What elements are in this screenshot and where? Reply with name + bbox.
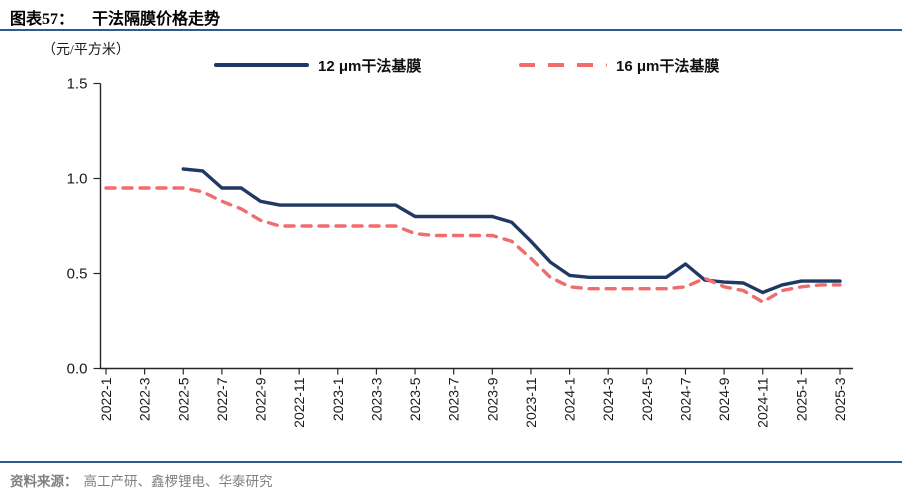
legend-item-12um: 12 μm干法基膜	[214, 54, 421, 76]
x-tick-label: 2024-3	[600, 377, 616, 421]
x-tick-label: 2024-7	[677, 377, 693, 421]
source-label: 资料来源：	[10, 474, 78, 489]
source-text: 高工产研、鑫椤锂电、华泰研究	[83, 474, 273, 489]
legend-swatch-dashed-line	[519, 63, 607, 67]
y-tick-label: 1.0	[67, 171, 88, 188]
x-tick-label: 2023-9	[484, 377, 500, 421]
x-tick-label: 2024-5	[639, 377, 655, 421]
x-tick-label: 2023-3	[368, 377, 384, 421]
figure-title: 图表57： 干法隔膜价格走势	[10, 5, 220, 29]
x-tick-label: 2022-5	[175, 377, 191, 421]
x-tick-label: 2023-7	[446, 377, 462, 421]
x-tick-label: 2024-9	[716, 377, 732, 421]
chart-legend: 12 μm干法基膜 16 μm干法基膜	[0, 54, 902, 76]
y-axis-unit-label: （元/平方米）	[42, 43, 130, 58]
y-tick-label: 0.0	[67, 361, 88, 378]
series-line-16um	[104, 186, 842, 304]
x-tick-label: 2022-1	[98, 377, 114, 421]
x-tick-label: 2024-1	[562, 377, 578, 421]
legend-swatch-solid-line	[214, 63, 309, 67]
legend-label-16um: 16 μm干法基膜	[616, 57, 720, 75]
source-note: 资料来源： 高工产研、鑫椤锂电、华泰研究	[10, 470, 273, 490]
title-divider	[0, 29, 902, 31]
x-tick-label: 2025-3	[832, 377, 848, 421]
figure-number: 图表57：	[10, 11, 75, 28]
x-tick-label: 2023-11	[523, 377, 539, 428]
legend-label-12um: 12 μm干法基膜	[318, 57, 422, 75]
x-tick-label: 2022-7	[214, 377, 230, 421]
series-line-12um	[181, 167, 842, 295]
x-tick-label: 2024-11	[755, 377, 771, 428]
x-tick-label: 2022-11	[291, 377, 307, 428]
x-tick-label: 2022-9	[253, 377, 269, 421]
y-tick-label: 1.5	[67, 76, 88, 93]
x-tick-label: 2023-5	[407, 377, 423, 421]
source-divider	[0, 461, 902, 463]
figure-title-text: 干法隔膜价格走势	[92, 11, 221, 28]
x-tick-label: 2025-1	[793, 377, 809, 421]
x-tick-label: 2022-3	[137, 377, 153, 421]
legend-item-16um: 16 μm干法基膜	[519, 54, 719, 76]
x-tick-label: 2023-1	[330, 377, 346, 421]
y-tick-label: 0.5	[67, 266, 88, 283]
price-trend-line-chart: 0.0 0.5 1.0 1.5 2022-1 2022-3 2022-5 2022-7 2022…	[67, 76, 853, 428]
